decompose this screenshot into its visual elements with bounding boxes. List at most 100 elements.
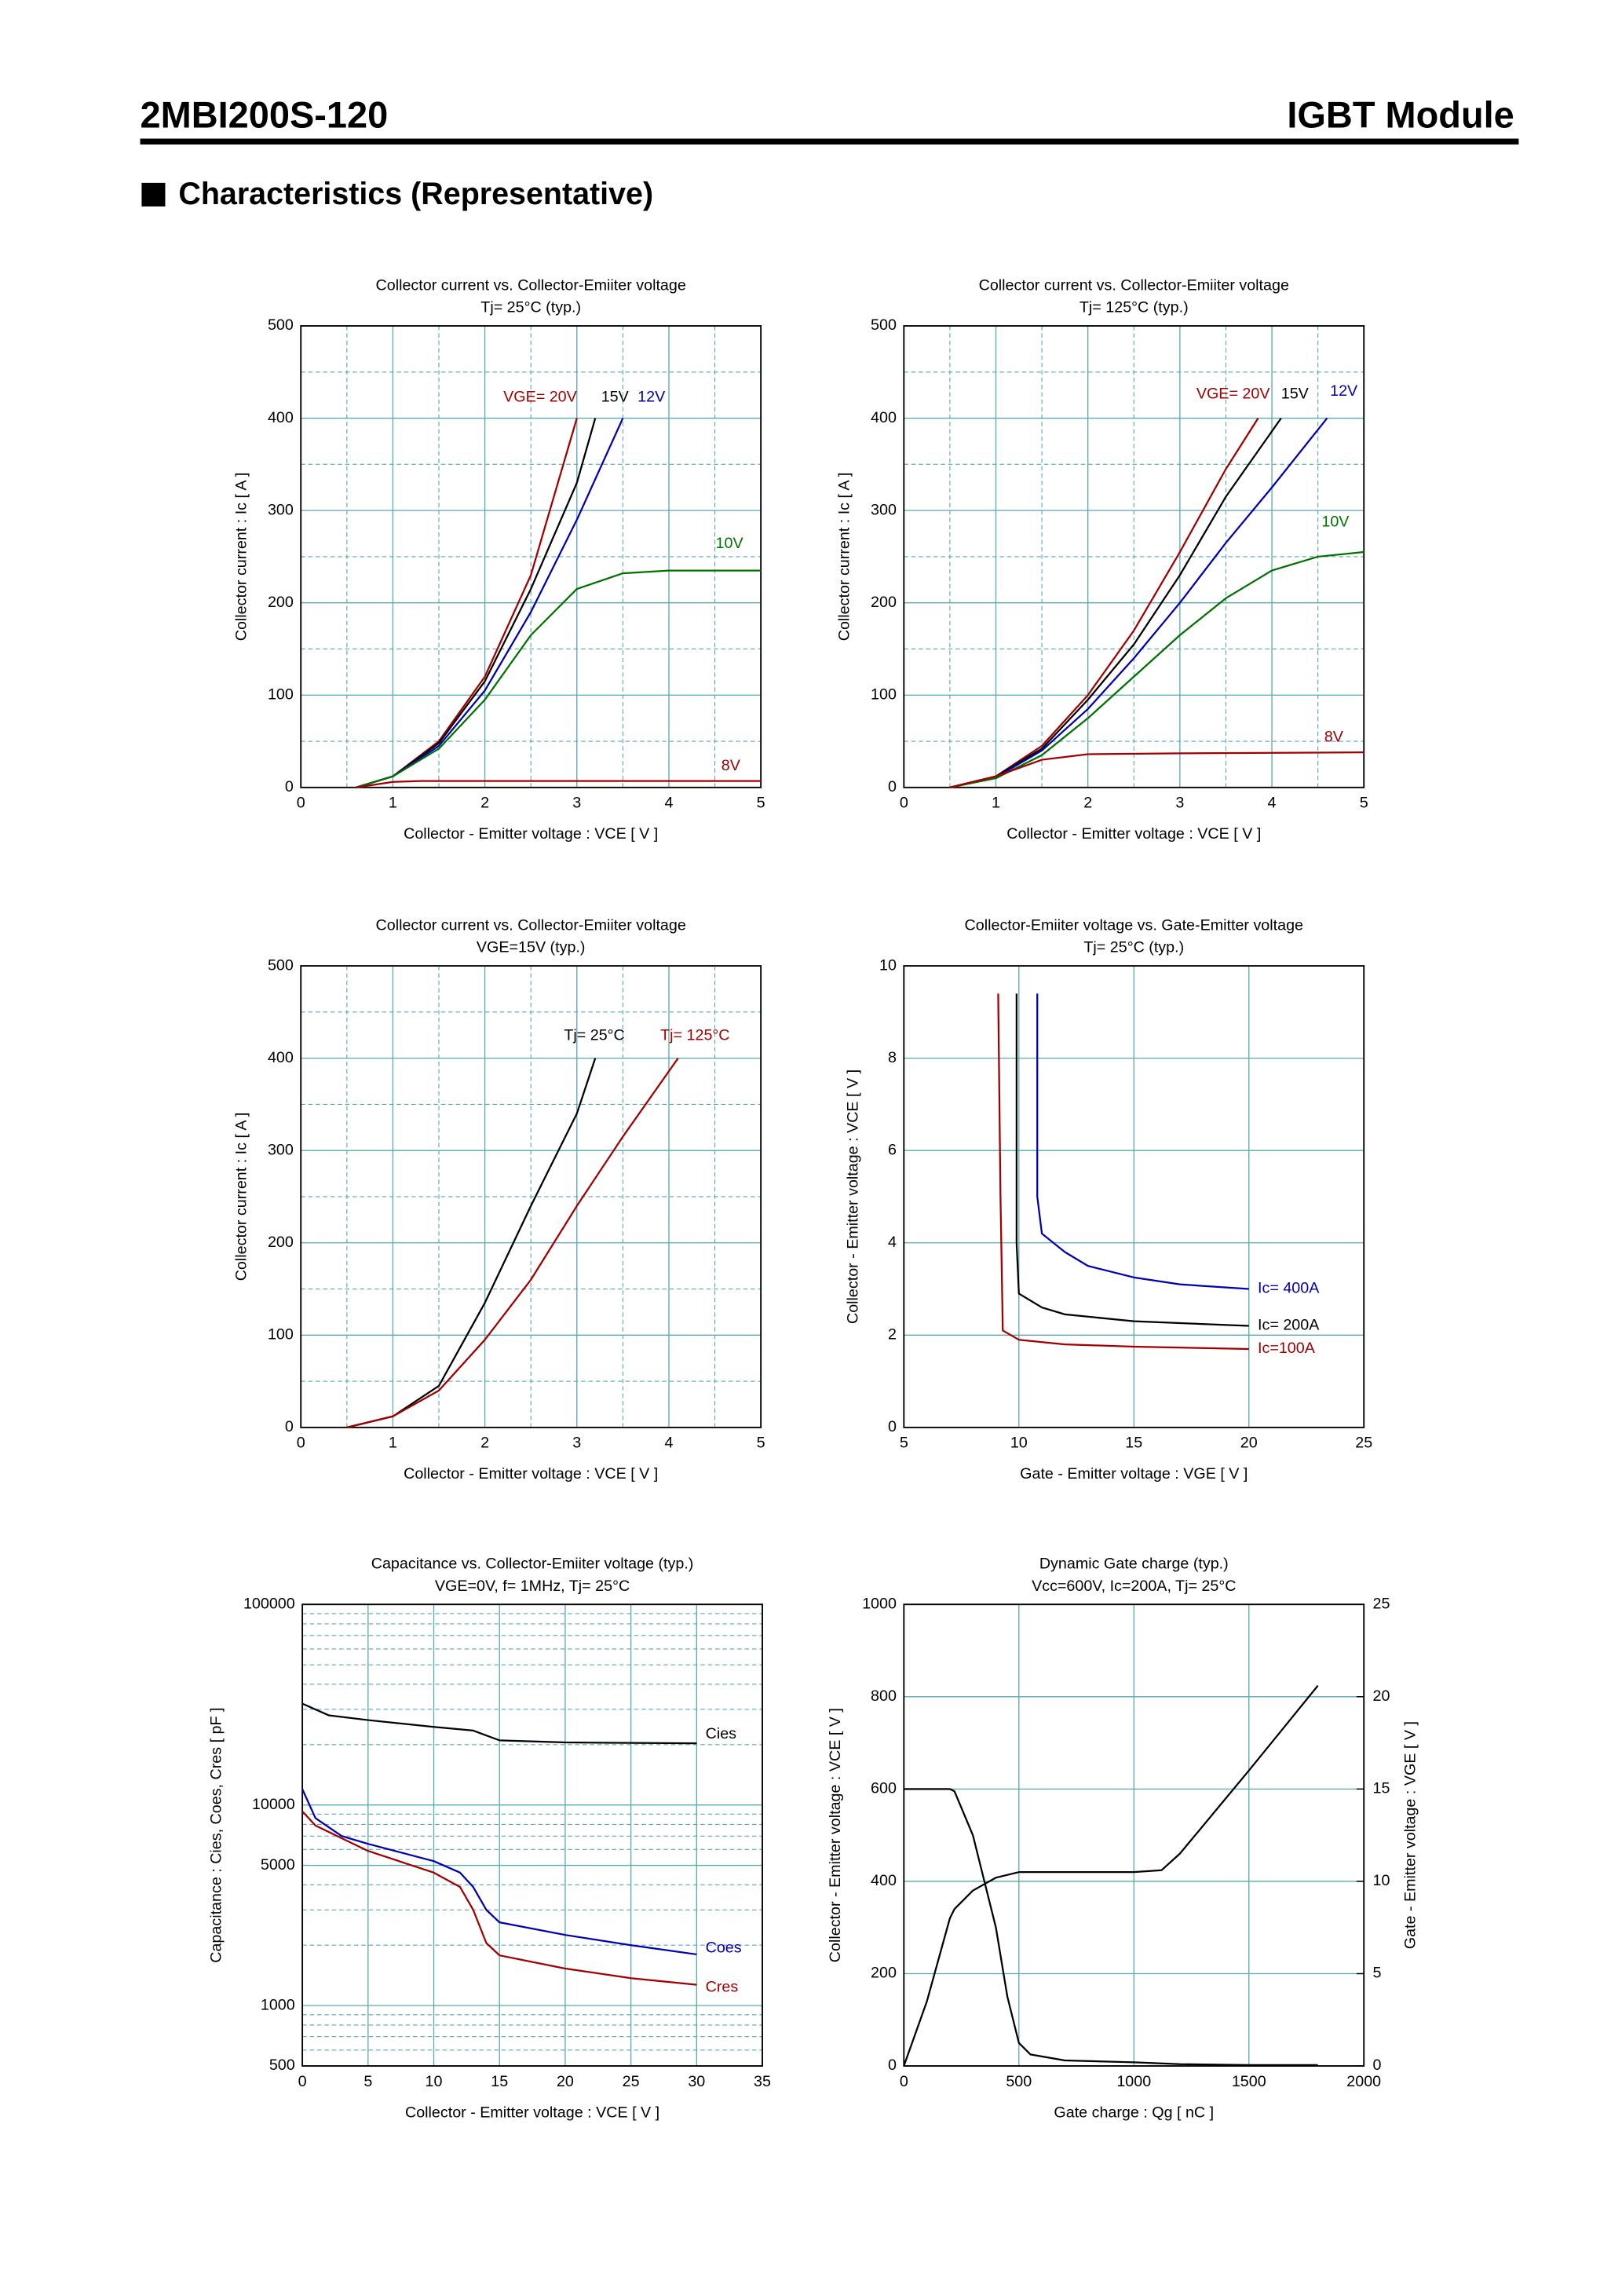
series-line: [949, 417, 1282, 788]
x-tick-label: 20: [557, 2073, 574, 2090]
x-axis-label: Collector - Emitter voltage : VCE [ V ]: [405, 2104, 659, 2121]
y-tick-label: 300: [268, 1141, 294, 1158]
x-tick-label: 4: [664, 1435, 673, 1452]
chart-title: Capacitance vs. Collector-Emiiter voltag…: [371, 1556, 694, 1573]
series-label: Coes: [706, 1940, 742, 1957]
x-tick-label: 0: [297, 1435, 305, 1452]
chart-subtitle: Vcc=600V, Ic=200A, Tj= 25°C: [1032, 1578, 1236, 1595]
plot-frame: [300, 965, 762, 1428]
chart-panel: Collector current vs. Collector-Emiiter …: [232, 917, 765, 1483]
series-label: VGE= 20V: [503, 389, 578, 406]
y-tick-label: 2: [888, 1326, 897, 1344]
y-axis-label: Collector - Emitter voltage : VCE [ V ]: [827, 1708, 844, 1962]
chart-subtitle: Tj= 25°C (typ.): [1083, 939, 1184, 956]
chart-panel: Collector-Emiiter voltage vs. Gate-Emitt…: [845, 917, 1373, 1483]
plot-frame: [903, 325, 1365, 788]
y-axis-label: Collector - Emitter voltage : VCE [ V ]: [845, 1069, 862, 1324]
x-tick-label: 0: [900, 2073, 908, 2090]
y-axis-label: Capacitance : Cies, Coes, Cres [ pF ]: [207, 1708, 225, 1963]
series-label: 8V: [1324, 729, 1344, 746]
x-tick-label: 4: [664, 795, 673, 812]
series-label: 8V: [721, 757, 741, 774]
y-tick-label: 500: [268, 316, 294, 334]
y-tick-label: 200: [268, 594, 294, 611]
series-line: [356, 780, 762, 788]
x-axis-label: Gate charge : Qg [ nC ]: [1054, 2104, 1214, 2121]
chart-title: Collector current vs. Collector-Emiiter …: [376, 277, 686, 294]
y-tick-label: 10: [879, 956, 897, 974]
series-label: Tj= 125°C: [660, 1027, 729, 1044]
plot-frame: [903, 1603, 1365, 2067]
chart-subtitle: Tj= 25°C (typ.): [480, 299, 581, 316]
x-tick-label: 5: [900, 1435, 908, 1452]
x-tick-label: 15: [1125, 1435, 1142, 1452]
plot-frame: [301, 1603, 763, 2067]
x-tick-label: 5: [363, 2073, 372, 2090]
x-tick-label: 25: [1355, 1435, 1372, 1452]
chart-title: Collector current vs. Collector-Emiiter …: [979, 277, 1289, 294]
series-line: [356, 569, 762, 788]
y-tick-label: 200: [268, 1234, 294, 1251]
chart-panel: Dynamic Gate charge (typ.) Vcc=600V, Ic=2…: [827, 1556, 1419, 2122]
y2-tick-label: 25: [1373, 1595, 1390, 1612]
chart-panel: Capacitance vs. Collector-Emiiter voltag…: [207, 1556, 771, 2122]
y-tick-label: 800: [871, 1687, 897, 1705]
x-tick-label: 1500: [1232, 2073, 1266, 2090]
y2-tick-label: 0: [1373, 2057, 1382, 2074]
y-tick-label: 10000: [252, 1796, 295, 1813]
section-bullet: [141, 182, 166, 207]
y2-tick-label: 15: [1373, 1780, 1390, 1797]
chart-title: Collector-Emiiter voltage vs. Gate-Emitt…: [965, 917, 1303, 934]
x-tick-label: 10: [1010, 1435, 1028, 1452]
series-line: [997, 993, 1249, 1351]
series-line: [1036, 993, 1249, 1290]
series-label: 10V: [716, 535, 744, 552]
series-line: [949, 751, 1364, 788]
y-tick-label: 1000: [261, 1996, 295, 2013]
chart-panel: Collector current vs. Collector-Emiiter …: [232, 277, 765, 843]
series-label: 15V: [1281, 386, 1310, 403]
series-label: Ic=100A: [1258, 1340, 1316, 1357]
y-axis-label: Collector current : Ic [ A ]: [232, 1113, 250, 1281]
y-tick-label: 0: [888, 1418, 897, 1435]
series-label: Cres: [706, 1979, 739, 1996]
part-number: 2MBI200S-120: [141, 95, 389, 136]
y-tick-label: 0: [285, 1418, 294, 1435]
y-tick-label: 200: [871, 594, 897, 611]
x-axis-label: Collector - Emitter voltage : VCE [ V ]: [404, 825, 658, 843]
header-rule: [140, 138, 1519, 145]
y-tick-label: 6: [888, 1141, 897, 1158]
series-label: 10V: [1321, 514, 1350, 531]
chart-subtitle: VGE=0V, f= 1MHz, Tj= 25°C: [435, 1578, 630, 1595]
y-tick-label: 300: [268, 501, 294, 518]
series-line: [346, 1057, 679, 1428]
plot-frame: [903, 965, 1365, 1428]
chart-title: Collector current vs. Collector-Emiiter …: [376, 917, 686, 934]
series-line: [301, 1789, 697, 1956]
series-line: [904, 1788, 1318, 2066]
x-axis-label: Collector - Emitter voltage : VCE [ V ]: [1006, 825, 1261, 843]
series-line: [301, 1810, 697, 1986]
plot-frame: [300, 325, 762, 788]
x-tick-label: 3: [572, 1435, 581, 1452]
y-tick-label: 500: [871, 316, 897, 334]
chart-panel: Collector current vs. Collector-Emiiter …: [835, 277, 1368, 843]
series-line: [949, 417, 1328, 788]
x-tick-label: 1000: [1116, 2073, 1151, 2090]
x-tick-label: 5: [757, 795, 765, 812]
y-tick-label: 500: [268, 956, 294, 974]
y-tick-label: 600: [871, 1780, 897, 1797]
x-tick-label: 25: [623, 2073, 640, 2090]
y-tick-label: 400: [268, 1049, 294, 1066]
y-tick-label: 400: [871, 1872, 897, 1889]
y-tick-label: 8: [888, 1049, 897, 1066]
y-tick-label: 100000: [243, 1595, 295, 1612]
x-tick-label: 2: [480, 1435, 489, 1452]
series-line: [301, 1702, 697, 1745]
y-axis-label: Collector current : Ic [ A ]: [835, 473, 853, 642]
x-tick-label: 30: [688, 2073, 705, 2090]
x-tick-label: 500: [1006, 2073, 1032, 2090]
x-tick-label: 1: [992, 795, 1000, 812]
x-tick-label: 0: [297, 795, 305, 812]
